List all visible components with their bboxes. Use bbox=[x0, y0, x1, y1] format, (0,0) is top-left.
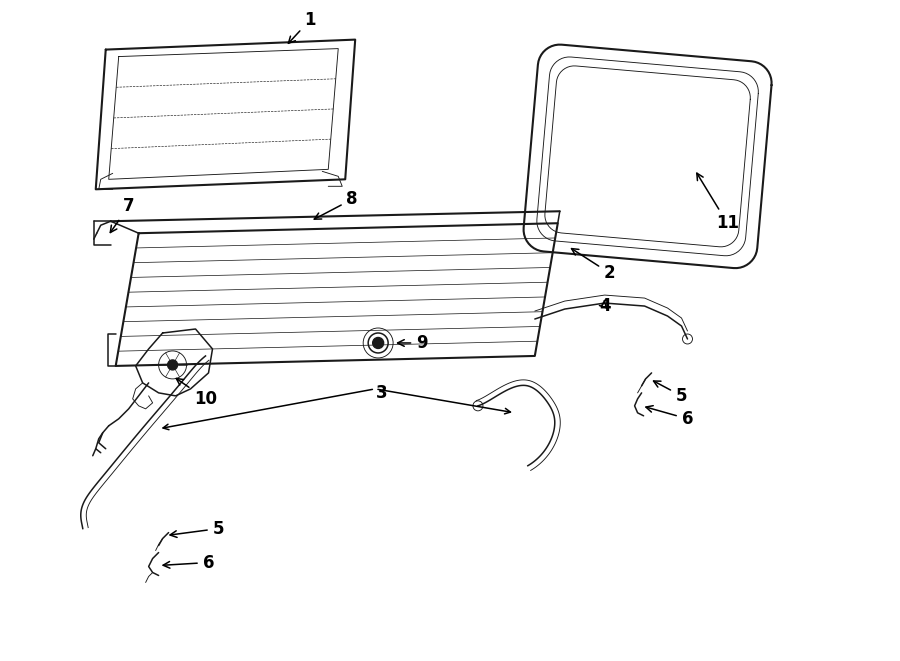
Text: 5: 5 bbox=[170, 520, 224, 537]
Text: 1: 1 bbox=[288, 11, 316, 44]
Circle shape bbox=[167, 360, 177, 370]
Text: 7: 7 bbox=[111, 197, 134, 233]
Text: 3: 3 bbox=[376, 384, 388, 402]
Text: 6: 6 bbox=[163, 553, 214, 572]
Circle shape bbox=[373, 338, 383, 348]
Text: 8: 8 bbox=[314, 190, 358, 219]
Text: 6: 6 bbox=[646, 406, 693, 428]
Text: 4: 4 bbox=[598, 297, 610, 315]
Text: 5: 5 bbox=[653, 381, 688, 405]
Text: 9: 9 bbox=[398, 334, 428, 352]
Text: 11: 11 bbox=[697, 173, 739, 232]
Text: 10: 10 bbox=[176, 379, 217, 408]
Text: 2: 2 bbox=[572, 249, 616, 282]
